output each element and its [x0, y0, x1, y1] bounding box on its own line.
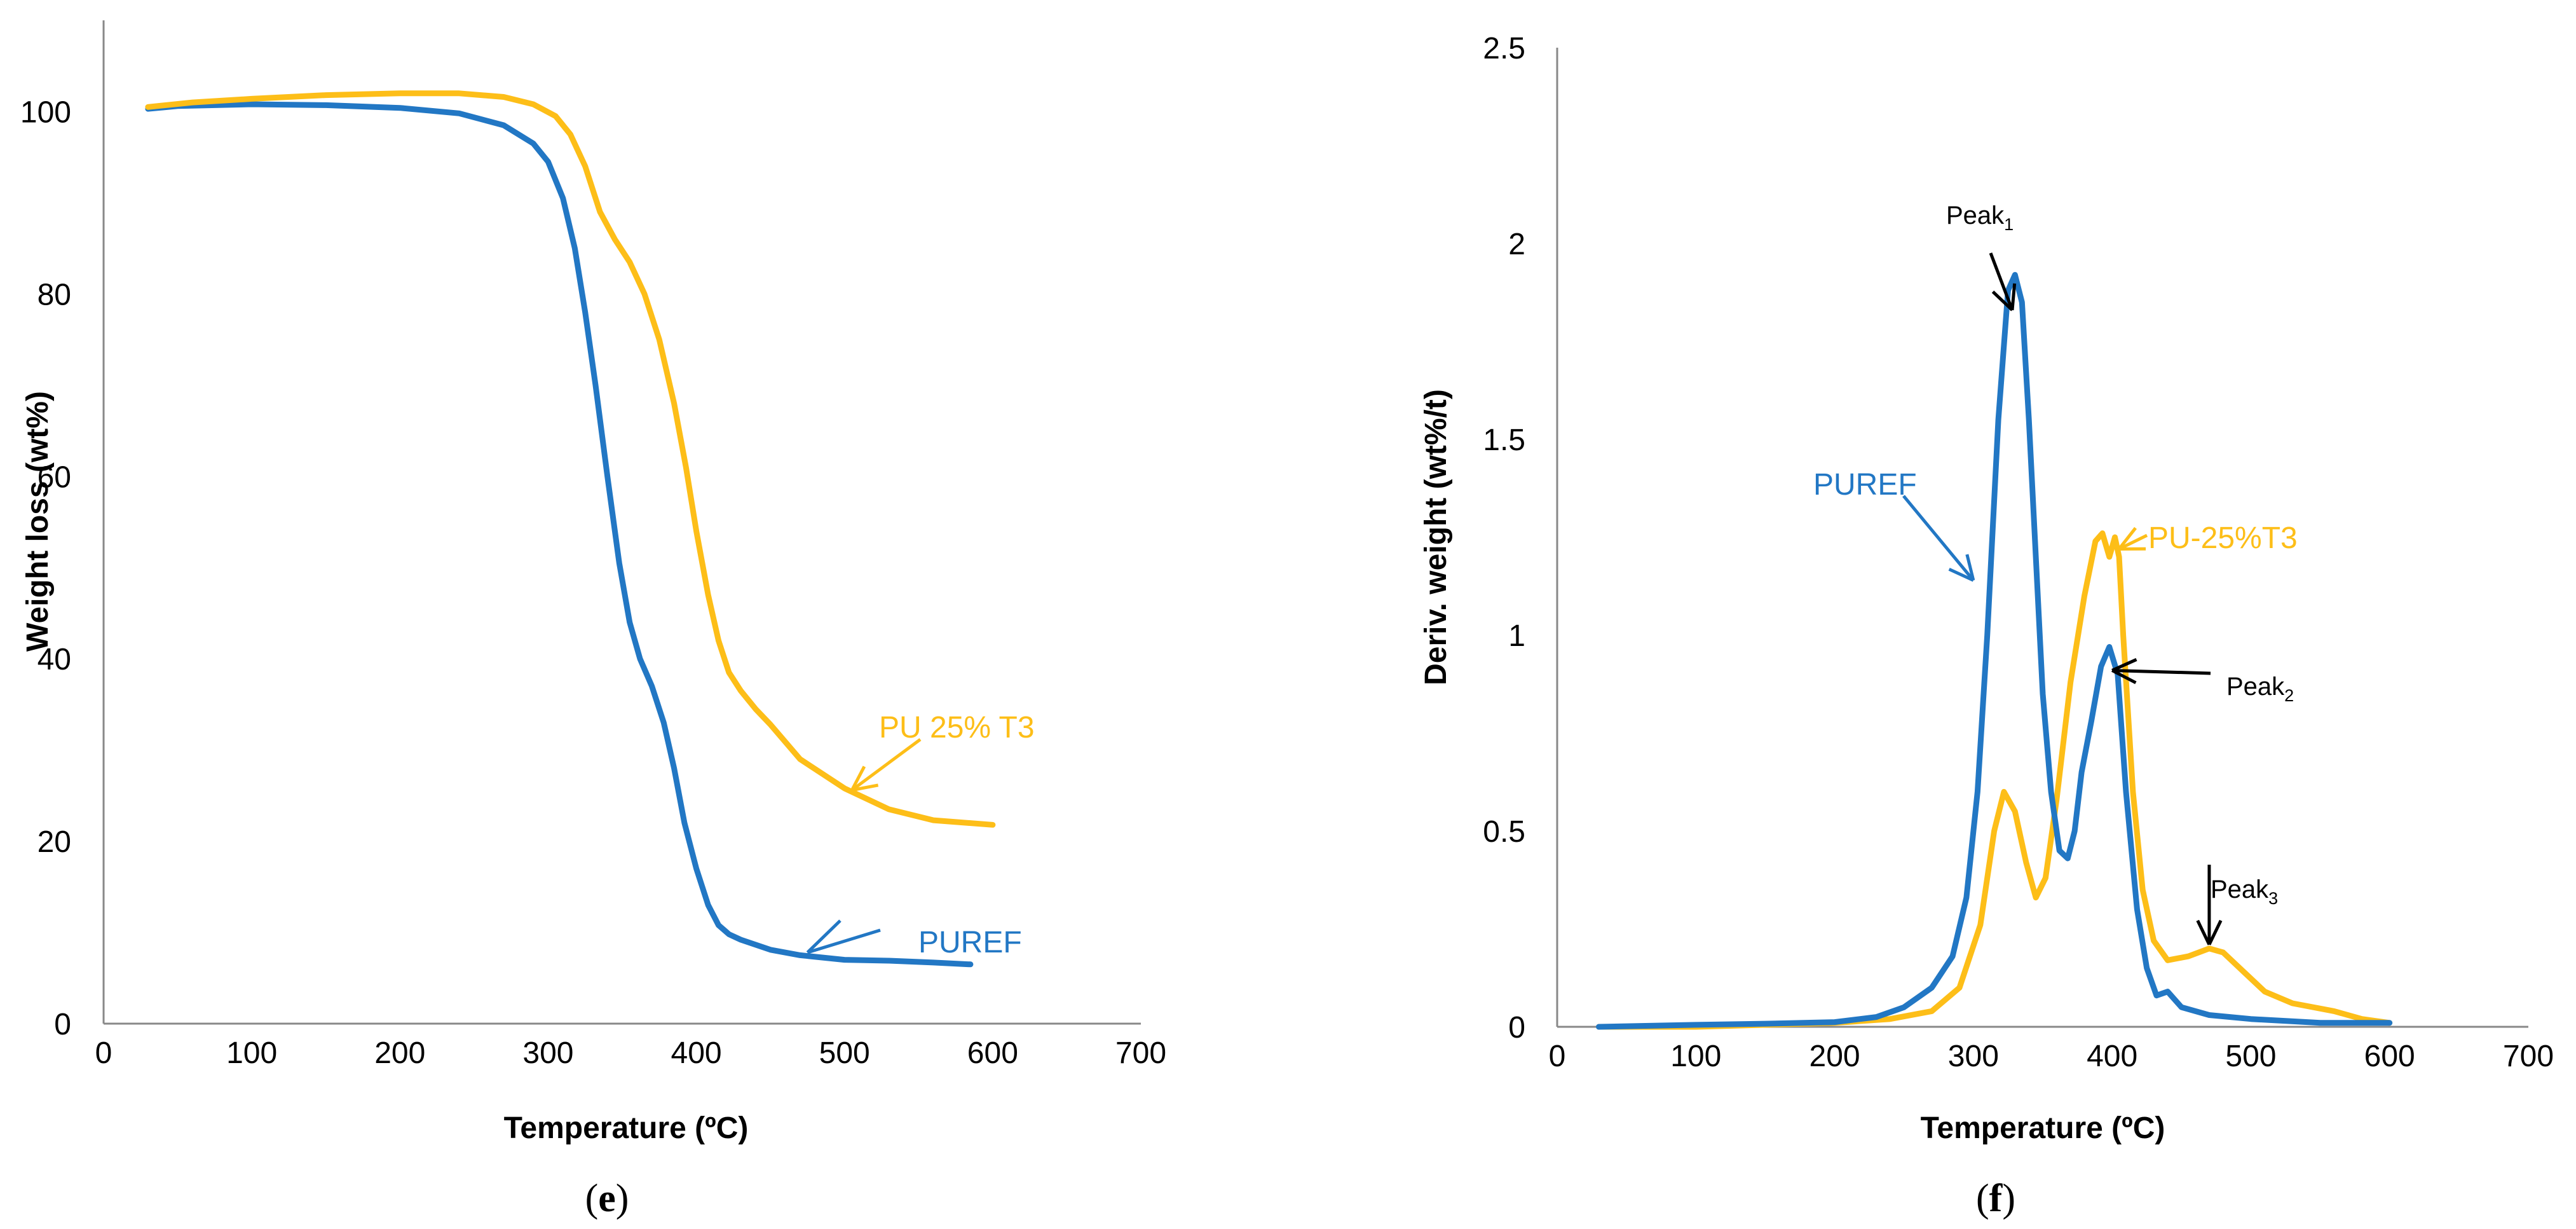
chart-e-y-tick-label: 80: [37, 278, 71, 312]
chart-f-y-ticks: 0 0.5 1 1.5 2 2.5: [1483, 32, 1525, 1045]
chart-f-annotation-arrows: [1902, 252, 2223, 945]
chart-e-x-tick-label: 400: [671, 1036, 722, 1070]
chart-e-label-puref: PUREF: [918, 926, 1022, 959]
chart-f-panel-label-open: (: [1976, 1177, 1989, 1220]
chart-f-x-tick-label: 700: [2503, 1040, 2554, 1073]
chart-e-x-axis-title: Temperature (ºC): [504, 1111, 749, 1145]
chart-f-x-ticks: 0 100 200 300 400 500 600 700: [1549, 1040, 2554, 1073]
chart-f-peak2-text: Peak: [2226, 673, 2285, 701]
chart-f-peak3-sub: 3: [2268, 889, 2278, 908]
chart-f-peak3-label: Peak3: [2211, 875, 2278, 908]
chart-f-x-tick-label: 400: [2087, 1040, 2137, 1073]
chart-f-x-tick-label: 200: [1809, 1040, 1860, 1073]
chart-f-peak2-arrow-shaft: [2112, 668, 2211, 675]
chart-f-label-pu-25-t3: PU-25%T3: [2148, 521, 2298, 555]
chart-f-label-puref: PUREF: [1813, 468, 1917, 502]
chart-f-puref-arrow-head-1: [1965, 554, 1975, 581]
chart-f-y-tick-label: 1: [1508, 619, 1525, 653]
chart-f-puref-arrow-head-0: [1948, 567, 1974, 582]
chart-f: 0 100 200 300 400 500 600 700 0 0.5 1 1.5 2 2.5 PURE…: [1419, 32, 2554, 1220]
chart-f-series-puref-line: [1596, 271, 2393, 1030]
chart-e-label-pu-25-t3: PU 25% T3: [879, 711, 1035, 745]
chart-e-series-puref-line: [145, 101, 974, 968]
chart-e-y-tick-label: 60: [37, 460, 71, 494]
chart-f-y-tick-label: 2: [1508, 228, 1525, 261]
chart-f-y-tick-label: 0.5: [1483, 815, 1525, 849]
chart-e-y-axis-title: Weight loss (wt%): [21, 391, 55, 652]
chart-f-series-pu-25-t3-line: [1596, 530, 2393, 1030]
chart-f-x-tick-label: 0: [1549, 1040, 1566, 1073]
chart-f-peak3-arrow-head-0: [2196, 919, 2211, 945]
chart-e-y-tick-label: 100: [20, 95, 71, 129]
chart-e-x-tick-label: 700: [1115, 1036, 1166, 1070]
chart-f-y-tick-label: 2.5: [1483, 32, 1525, 65]
chart-e-x-tick-label: 200: [374, 1036, 425, 1070]
chart-e-x-tick-label: 100: [226, 1036, 277, 1070]
chart-e-y-tick-label: 40: [37, 643, 71, 676]
chart-f-x-tick-label: 600: [2364, 1040, 2415, 1073]
chart-e-x-tick-label: 600: [967, 1036, 1018, 1070]
chart-e-x-tick-label: 300: [522, 1036, 573, 1070]
chart-f-y-axis-title: Deriv. weight (wt%/t): [1419, 389, 1453, 685]
chart-e-panel-label-letter: e: [598, 1177, 616, 1220]
chart-f-peak2-sub: 2: [2284, 686, 2294, 705]
chart-e-annotation-arrows: [806, 738, 922, 954]
chart-f-peak1-label: Peak1: [1946, 202, 2014, 234]
chart-f-peak2-arrow-head-0: [2111, 658, 2137, 672]
chart-f-peak2-label: Peak2: [2226, 673, 2294, 705]
chart-f-peak1-text: Peak: [1946, 202, 2005, 230]
chart-f-peak1-arrow-head-1: [2010, 283, 2017, 310]
chart-f-x-tick-label: 500: [2225, 1040, 2276, 1073]
chart-e-panel-label-open: (: [585, 1177, 599, 1220]
chart-f-x-tick-label: 300: [1948, 1040, 1999, 1073]
chart-f-pu-25-t3-arrow-head-0: [2118, 526, 2137, 551]
chart-e-series-pu-25-t3-line: [145, 90, 996, 828]
chart-e-x-tick-label: 500: [819, 1036, 870, 1070]
chart-f-peak1-sub: 1: [2004, 215, 2014, 234]
chart-f-x-tick-label: 100: [1670, 1040, 1721, 1073]
chart-e-x-ticks: 0 100 200 300 400 500 600 700: [95, 1036, 1166, 1070]
chart-e-x-tick-label: 0: [95, 1036, 112, 1070]
chart-e-pu-25-t3-arrow-head-1: [851, 783, 879, 792]
chart-e-pu-25-t3-arrow-shaft: [850, 738, 922, 792]
chart-f-peak1-arrow-head-0: [1991, 291, 2014, 312]
chart-f-pu-25-t3-arrow-shaft: [2118, 533, 2148, 551]
chart-e-y-tick-label: 20: [37, 825, 71, 859]
chart-e-puref-arrow-head: [806, 919, 842, 954]
chart-e-y-tick-label: 0: [54, 1008, 71, 1041]
chart-f-peak3-text: Peak: [2211, 875, 2269, 903]
chart-e: 0 100 200 300 400 500 600 700 0 20 40 60 80 100 PURE…: [20, 20, 1166, 1220]
chart-f-panel-label-letter: f: [1989, 1177, 2003, 1220]
chart-f-x-axis-title: Temperature (ºC): [1921, 1111, 2165, 1145]
chart-e-panel-label: (e): [585, 1177, 629, 1220]
chart-f-peak3-arrow-head-1: [2207, 919, 2223, 945]
chart-f-peak1-arrow-shaft: [1989, 252, 2014, 311]
chart-f-puref-arrow-shaft: [1902, 495, 1975, 582]
chart-e-panel-label-close: ): [616, 1177, 629, 1220]
chart-f-panel-label: (f): [1976, 1177, 2015, 1220]
chart-e-pu-25-t3-arrow-head-0: [850, 766, 866, 791]
chart-f-peak2-arrow-head-1: [2111, 669, 2137, 685]
chart-e-y-ticks: 0 20 40 60 80 100: [20, 95, 71, 1041]
chart-f-y-tick-label: 1.5: [1483, 423, 1525, 457]
chart-f-y-tick-label: 0: [1508, 1011, 1525, 1045]
chart-e-puref-arrow-shaft: [807, 928, 881, 954]
chart-f-panel-label-close: ): [2002, 1177, 2015, 1220]
